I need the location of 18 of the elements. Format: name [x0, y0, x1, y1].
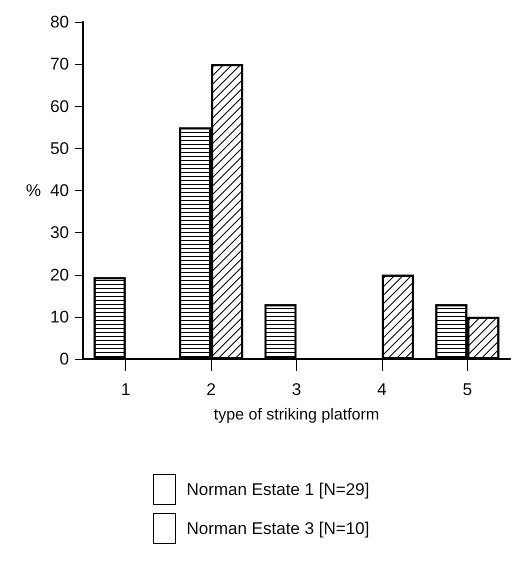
y-tick-label: 0: [60, 350, 69, 368]
y-tick-label: 40: [50, 181, 69, 200]
y-tick-label: 50: [50, 138, 69, 158]
x-tick-label: 4: [377, 380, 387, 399]
y-tick-label: 70: [50, 54, 69, 74]
x-tick-label: 2: [206, 380, 216, 399]
y-tick-label: 30: [50, 223, 69, 242]
y-tick-label: 20: [50, 265, 69, 284]
x-tick-label: 1: [120, 380, 130, 399]
x-axis-title: type of striking platform: [214, 406, 380, 424]
x-tick-label: 5: [462, 380, 472, 399]
x-tick-label: 3: [292, 380, 302, 399]
legend-label: Norman Estate 1 [N=29]: [186, 480, 370, 499]
y-tick-label: 10: [50, 307, 69, 326]
y-tick-label: 60: [50, 96, 69, 116]
legend-label: Norman Estate 3 [N=10]: [186, 519, 370, 538]
y-axis-title: %: [26, 181, 41, 200]
y-tick-label: 80: [50, 12, 69, 32]
